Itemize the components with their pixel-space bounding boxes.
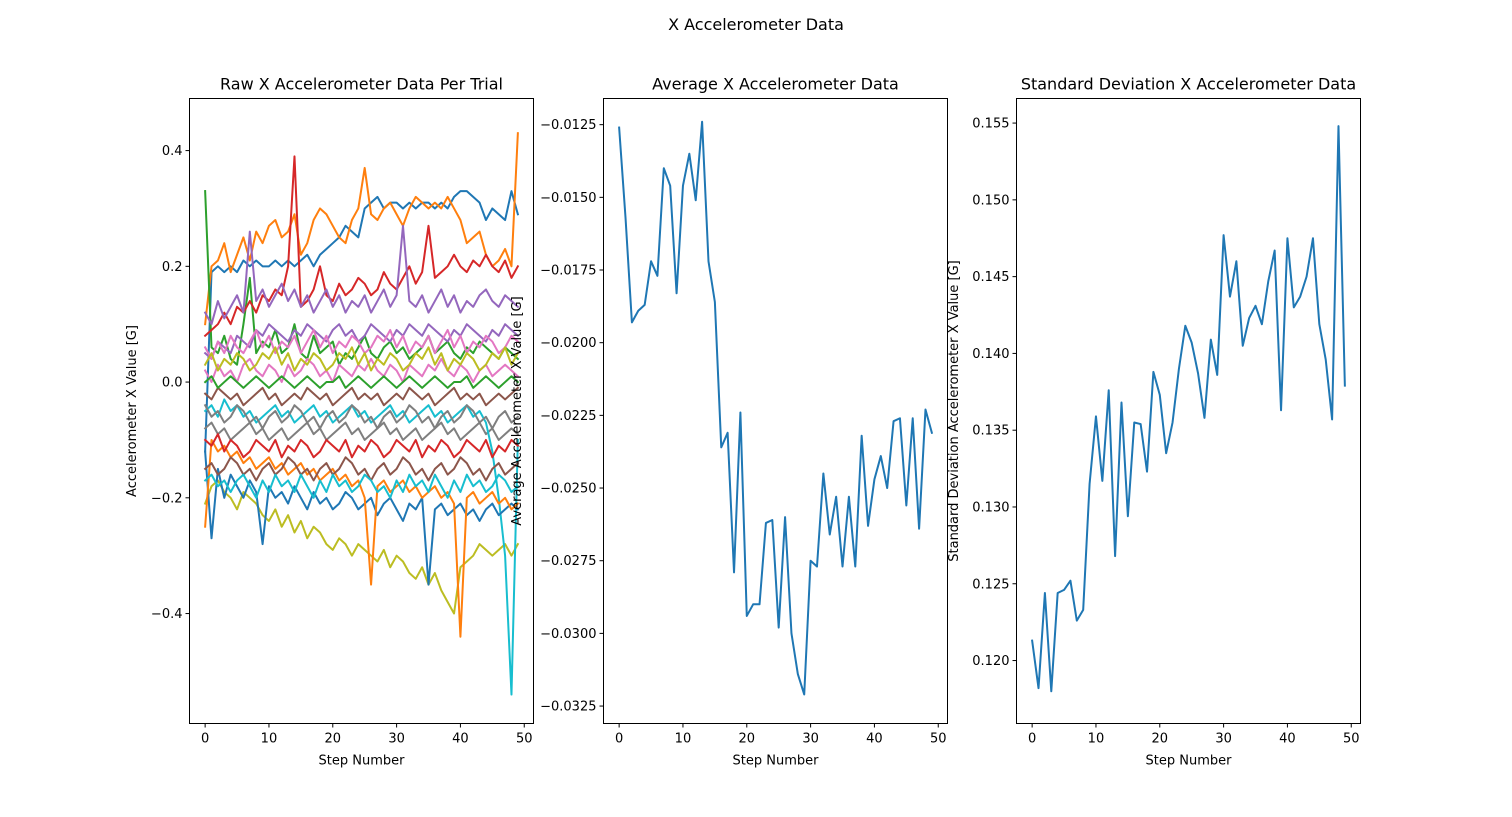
- x-tick-label: 0: [1028, 732, 1036, 747]
- figure-title: X Accelerometer Data: [668, 15, 844, 34]
- x-tick-label: 20: [739, 732, 756, 747]
- series-line-13: [203, 433, 520, 459]
- plot-lines: [203, 132, 520, 696]
- y-tick-label: 0.2: [162, 260, 183, 275]
- y-tick-label: −0.0225: [540, 409, 596, 424]
- y-tick-label: 0.150: [972, 193, 1009, 208]
- series-line-5: [203, 386, 520, 407]
- x-tick-label: 30: [1215, 732, 1232, 747]
- axes-frame: [189, 98, 534, 724]
- y-tick-label: −0.0125: [540, 118, 596, 133]
- x-tick-label: 0: [201, 732, 209, 747]
- y-tick-label: −0.4: [151, 607, 183, 622]
- y-tick-label: 0.0: [162, 376, 183, 391]
- plot-lines: [618, 120, 934, 696]
- y-axis-label: Accelerometer X Value [G]: [125, 325, 140, 497]
- series-line-12: [203, 375, 520, 389]
- y-tick-label: 0.155: [972, 117, 1009, 132]
- y-axis-label: Standard Deviation Accelerometer X Value…: [947, 260, 962, 562]
- y-tick-label: 0.140: [972, 347, 1009, 362]
- panel-title: Average X Accelerometer Data: [652, 75, 899, 94]
- y-tick-label: 0.145: [972, 270, 1009, 285]
- y-tick-label: 0.120: [972, 654, 1009, 669]
- y-tick-label: −0.0200: [540, 336, 596, 351]
- series-line-18: [203, 346, 520, 372]
- x-tick-label: 10: [261, 732, 278, 747]
- series-line-0: [204, 190, 520, 453]
- x-tick-label: 10: [1088, 732, 1105, 747]
- series-line-19: [203, 473, 520, 499]
- x-tick-label: 20: [325, 732, 342, 747]
- y-tick-label: −0.0150: [540, 191, 596, 206]
- axes-frame: [603, 98, 948, 724]
- x-tick-label: 50: [1343, 732, 1360, 747]
- y-tick-label: −0.0250: [540, 482, 596, 497]
- raw-data-panel: 0 10 20 30 40 50 −0.4 −0.2 0.0 0.2 0.4 Raw X Accele…: [125, 75, 534, 769]
- x-tick-label: 30: [388, 732, 405, 747]
- x-tick-label: 40: [452, 732, 469, 747]
- series-line-7: [203, 421, 520, 441]
- y-tick-label: 0.130: [972, 500, 1009, 515]
- x-tick-label: 0: [615, 732, 623, 747]
- y-tick-label: 0.135: [972, 424, 1009, 439]
- y-tick-label: 0.4: [162, 144, 183, 159]
- panel-title: Standard Deviation X Accelerometer Data: [1021, 75, 1356, 94]
- series-line-1: [204, 132, 519, 326]
- y-tick-label: −0.0325: [540, 700, 596, 715]
- x-tick-label: 20: [1152, 732, 1169, 747]
- series-line-14: [203, 224, 520, 326]
- average-panel: 0 10 20 30 40 50 −0.0325 −0.0300 −0.0275 −0.0250 −…: [510, 75, 948, 769]
- series-line-16: [203, 328, 520, 360]
- plot-lines: [1031, 125, 1346, 693]
- x-axis-label: Step Number: [733, 754, 820, 769]
- panel-title: Raw X Accelerometer Data Per Trial: [220, 75, 503, 94]
- x-tick-label: 30: [802, 732, 819, 747]
- series-line-17: [203, 403, 520, 430]
- y-tick-label: −0.0275: [540, 554, 596, 569]
- x-tick-label: 50: [930, 732, 947, 747]
- x-tick-label: 40: [1279, 732, 1296, 747]
- y-axis-label: Average Accelerometer X Value [G]: [510, 296, 525, 525]
- series-line-0: [1031, 125, 1346, 693]
- axes-frame: [1016, 98, 1361, 724]
- y-tick-label: −0.0175: [540, 264, 596, 279]
- y-tick-label: −0.2: [151, 491, 183, 506]
- x-axis-label: Step Number: [319, 754, 406, 769]
- std-dev-panel: 0 10 20 30 40 50 0.120 0.125 0.130 0.135 0.140 0.14…: [947, 75, 1361, 769]
- x-tick-label: 50: [516, 732, 533, 747]
- series-line-0: [618, 120, 934, 696]
- series-line-15: [203, 456, 520, 482]
- y-tick-label: 0.125: [972, 577, 1009, 592]
- series-line-3: [203, 155, 520, 338]
- x-tick-label: 10: [675, 732, 692, 747]
- x-tick-label: 40: [866, 732, 883, 747]
- x-axis-label: Step Number: [1146, 754, 1233, 769]
- series-line-6: [203, 357, 520, 384]
- y-tick-label: −0.0300: [540, 627, 596, 642]
- series-line-11: [204, 438, 520, 638]
